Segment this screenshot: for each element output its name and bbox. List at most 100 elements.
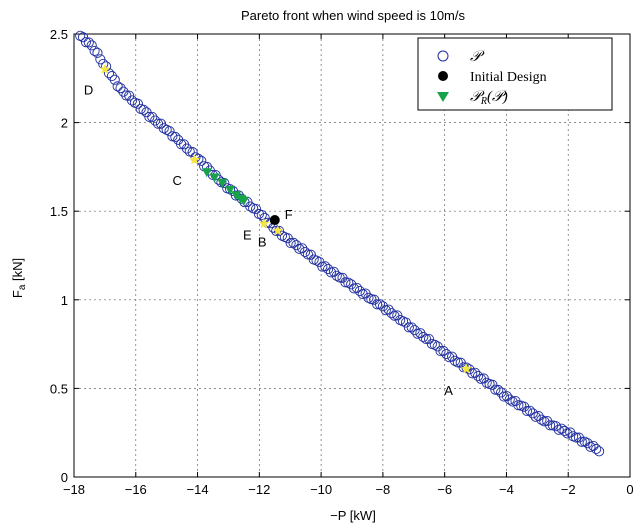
highlight-star bbox=[461, 363, 472, 374]
pareto-point bbox=[112, 81, 123, 92]
pareto-point bbox=[164, 126, 175, 137]
pareto-point bbox=[302, 249, 313, 260]
y-axis-label-main: F bbox=[10, 290, 25, 298]
highlighted-points bbox=[99, 63, 472, 374]
point-label-a: A bbox=[444, 383, 453, 398]
pareto-point bbox=[357, 288, 368, 300]
y-axis-label-unit: [kN] bbox=[10, 258, 25, 285]
y-axis-label-sub: a bbox=[17, 284, 28, 290]
pareto-point bbox=[354, 286, 365, 297]
y-tick-label: 0.5 bbox=[50, 381, 68, 396]
reduced-set-series bbox=[201, 168, 249, 206]
y-tick-label: 2.5 bbox=[50, 27, 68, 42]
x-tick-label: −12 bbox=[248, 482, 270, 497]
reduced-point bbox=[201, 168, 212, 178]
reduced-point bbox=[224, 185, 235, 195]
point-labels: A B C D E F bbox=[84, 82, 453, 397]
pareto-point bbox=[435, 346, 446, 357]
pareto-point bbox=[527, 408, 538, 419]
highlight-star bbox=[272, 225, 284, 236]
pareto-point bbox=[588, 440, 599, 451]
axis-ticks: −18 −16 −14 −12 −10 −8 −6 −4 −2 0 0 0.5 1 1.5 2 2.5 bbox=[50, 27, 634, 497]
pareto-point bbox=[576, 436, 587, 447]
pareto-point bbox=[92, 47, 103, 58]
legend-marker-filled-circle bbox=[438, 71, 448, 81]
pareto-point bbox=[472, 371, 484, 382]
pareto-point bbox=[550, 421, 561, 432]
pareto-point bbox=[115, 83, 126, 94]
pareto-point bbox=[124, 90, 135, 101]
pareto-point bbox=[323, 263, 334, 275]
pareto-point bbox=[340, 277, 351, 288]
pareto-point bbox=[109, 74, 120, 85]
pareto-point bbox=[490, 384, 501, 395]
pareto-point bbox=[89, 45, 100, 56]
reduced-point bbox=[209, 173, 220, 183]
x-tick-label: −14 bbox=[187, 482, 209, 497]
x-tick-label: −8 bbox=[375, 482, 390, 497]
pareto-point bbox=[403, 322, 414, 333]
pareto-point bbox=[288, 237, 299, 248]
pareto-point bbox=[250, 204, 262, 215]
legend-label-reduced: 𝒫R(𝒫) bbox=[470, 89, 508, 107]
pareto-point bbox=[441, 348, 452, 360]
pareto-point bbox=[305, 249, 316, 260]
pareto-point bbox=[539, 416, 550, 427]
highlight-star bbox=[189, 154, 200, 165]
pareto-point bbox=[582, 438, 593, 449]
grid-lines bbox=[74, 34, 630, 477]
pareto-point bbox=[524, 405, 535, 416]
pareto-point bbox=[493, 384, 504, 396]
pareto-point bbox=[127, 95, 138, 106]
pareto-point bbox=[291, 240, 302, 251]
legend-box bbox=[417, 37, 613, 111]
pareto-point bbox=[487, 379, 498, 390]
x-tick-label: −6 bbox=[437, 482, 452, 497]
pareto-point bbox=[150, 115, 161, 126]
pareto-point bbox=[591, 443, 602, 455]
pareto-point bbox=[386, 308, 397, 319]
pareto-point bbox=[470, 367, 481, 378]
x-axis-label: −P [kW] bbox=[330, 508, 376, 523]
x-tick-label: −18 bbox=[63, 482, 85, 497]
pareto-point bbox=[144, 111, 155, 123]
pareto-point bbox=[317, 261, 328, 272]
y-tick-label: 0 bbox=[61, 470, 68, 485]
pareto-point bbox=[545, 420, 556, 431]
pareto-point bbox=[132, 98, 143, 109]
x-tick-label: −10 bbox=[310, 482, 332, 497]
pareto-point bbox=[533, 411, 544, 422]
plot-frame bbox=[73, 33, 631, 478]
chart-title: Pareto front when wind speed is 10m/s bbox=[241, 8, 466, 23]
highlight-star bbox=[99, 63, 111, 74]
initial-design-point bbox=[269, 215, 280, 226]
pareto-point bbox=[170, 131, 181, 142]
pareto-point bbox=[418, 331, 429, 343]
point-label-d: D bbox=[84, 82, 93, 97]
pareto-point bbox=[299, 246, 311, 258]
legend-marker-open-circle bbox=[437, 50, 449, 62]
pareto-point bbox=[285, 237, 296, 249]
pareto-point bbox=[78, 32, 89, 43]
pareto-point bbox=[187, 147, 198, 158]
legend-label-initial-design: Initial Design bbox=[470, 70, 547, 85]
y-axis-label: Fa [kN] bbox=[10, 258, 28, 298]
legend-marker-triangle bbox=[437, 92, 449, 102]
point-label-e: E bbox=[243, 228, 252, 243]
pareto-point bbox=[138, 104, 149, 115]
x-tick-label: −16 bbox=[125, 482, 147, 497]
pareto-point bbox=[383, 304, 394, 315]
pareto-point bbox=[86, 40, 97, 51]
pareto-point bbox=[559, 425, 570, 437]
legend: 𝒫 Initial Design 𝒫R(𝒫) bbox=[417, 37, 613, 111]
x-tick-label: −4 bbox=[499, 482, 514, 497]
pareto-point bbox=[449, 355, 461, 366]
reduced-point bbox=[217, 178, 228, 188]
pareto-point bbox=[498, 391, 510, 402]
pareto-point bbox=[372, 299, 383, 310]
reduced-point bbox=[238, 196, 249, 206]
pareto-point bbox=[521, 406, 533, 417]
pareto-point bbox=[409, 325, 420, 336]
pareto-point bbox=[536, 414, 547, 425]
reduced-point bbox=[231, 191, 242, 201]
